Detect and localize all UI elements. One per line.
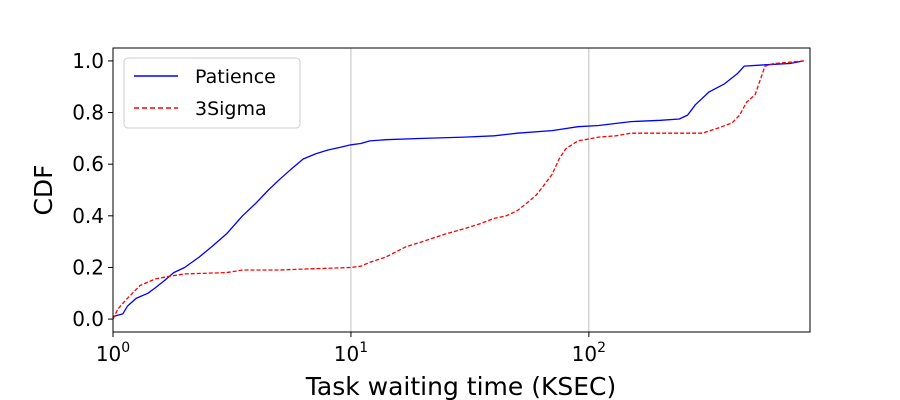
y-tick-label: 0.4 [72, 204, 104, 228]
legend-label-3sigma: 3Sigma [195, 98, 267, 120]
x-tick-label: 102 [572, 340, 606, 366]
x-axis-ticks: 100 101 102 [96, 332, 606, 366]
x-tick-label: 101 [334, 340, 368, 366]
plot-frame [112, 47, 811, 333]
series-layer [112, 60, 804, 320]
grid-lines [350, 48, 590, 332]
y-tick-label: 0.6 [72, 152, 104, 176]
y-tick-label: 0.8 [72, 101, 104, 125]
legend: Patience 3Sigma [123, 57, 301, 129]
y-tick-label: 1.0 [72, 49, 104, 73]
x-axis-label: Task waiting time (KSEC) [305, 372, 616, 400]
legend-label-patience: Patience [195, 66, 276, 88]
y-axis-ticks: 0.0 0.2 0.4 0.6 0.8 1.0 [72, 49, 113, 331]
y-tick-label: 0.2 [72, 255, 104, 279]
series-line-3sigma [112, 60, 804, 320]
y-tick-label: 0.0 [72, 307, 104, 331]
y-axis-label: CDF [29, 164, 58, 215]
series-line-patience [112, 60, 804, 318]
x-tick-label: 100 [96, 340, 130, 366]
